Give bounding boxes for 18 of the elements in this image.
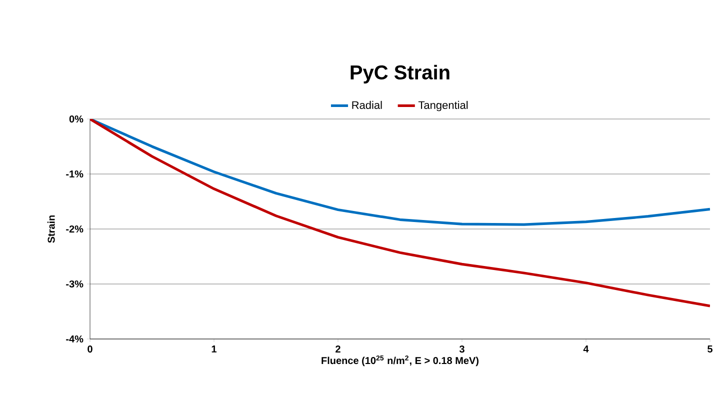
chart-title: PyC Strain (350, 64, 450, 84)
x-tick-label: 1 (212, 346, 217, 352)
legend-label: Tangential (418, 100, 468, 112)
x-axis-title: Fluence (10$^{25}$ n/m$^{2}$, E > 0.18 MeV) (322, 355, 479, 366)
x-tick-label: 5 (708, 346, 712, 352)
y-tick-label: -2% (66, 225, 84, 233)
x-tick-label: 2 (336, 346, 340, 352)
y-tick-label: -3% (66, 280, 84, 288)
line-series (90, 118, 710, 308)
y-tick-label: 0% (69, 115, 84, 123)
x-tick-label: 0 (88, 346, 92, 353)
y-tick-label: -1% (66, 170, 84, 178)
x-tick-label: 3 (459, 346, 464, 353)
line-series (90, 118, 710, 226)
legend-label: Radial (352, 100, 382, 110)
y-axis-title: Strain (47, 215, 55, 243)
y-tick-label: -4% (66, 335, 84, 343)
x-tick-label: 4 (583, 346, 589, 352)
